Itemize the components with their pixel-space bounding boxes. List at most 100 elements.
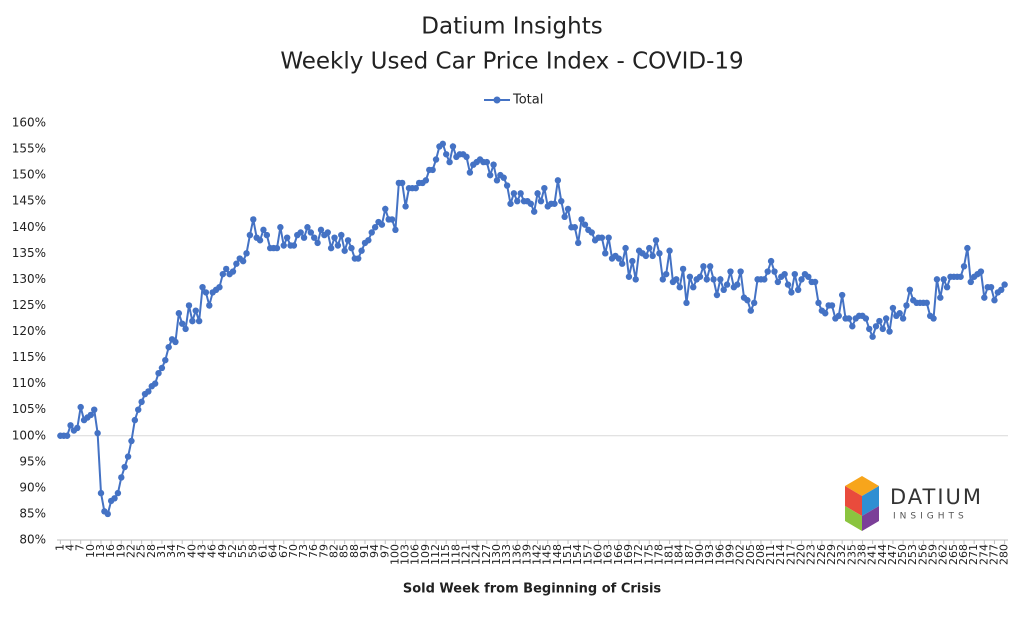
y-tick-label: 125%	[12, 298, 46, 312]
point	[696, 273, 704, 280]
point	[879, 325, 886, 333]
x-tick-label: 220	[795, 544, 808, 565]
point	[933, 276, 941, 283]
point	[124, 453, 132, 460]
point	[246, 231, 254, 239]
x-tick-label: 163	[602, 544, 615, 565]
point	[723, 281, 731, 288]
point	[727, 268, 734, 275]
x-tick-label: 244	[876, 544, 889, 565]
y-tick-label: 130%	[12, 272, 46, 286]
point	[558, 197, 565, 205]
logo-name: DATIUM	[890, 485, 983, 509]
point	[656, 250, 663, 257]
point	[849, 323, 856, 330]
y-tick-label: 100%	[12, 428, 46, 442]
point	[598, 234, 606, 241]
point	[74, 424, 81, 432]
logo-cube	[845, 506, 862, 531]
x-tick-label: 160	[591, 544, 604, 565]
point	[683, 299, 690, 307]
point	[182, 325, 189, 333]
point	[581, 221, 589, 228]
point	[371, 224, 379, 231]
chart-subtitle: Weekly Used Car Price Index - COVID-19	[280, 49, 743, 75]
point	[981, 294, 988, 301]
x-tick-label: 40	[185, 544, 198, 558]
point	[114, 489, 122, 497]
x-tick-label: 61	[256, 544, 269, 558]
point	[940, 276, 947, 283]
x-tick-label: 202	[734, 544, 747, 565]
point	[348, 244, 355, 252]
point	[987, 283, 995, 291]
point	[794, 286, 802, 293]
point	[135, 406, 142, 413]
point	[216, 283, 223, 291]
legend-label: Total	[512, 93, 543, 108]
point	[239, 257, 247, 265]
point	[311, 234, 318, 241]
point	[192, 307, 199, 314]
point	[977, 268, 985, 275]
point	[256, 237, 264, 244]
point	[872, 323, 880, 330]
point	[297, 229, 304, 236]
point	[798, 276, 805, 283]
point	[77, 403, 84, 411]
point	[781, 270, 788, 278]
x-tick-label: 217	[784, 544, 797, 565]
point	[764, 268, 771, 275]
point	[791, 270, 798, 278]
point	[63, 432, 71, 439]
x-tick-label: 262	[937, 544, 950, 565]
x-tick-label: 181	[663, 544, 676, 565]
y-tick-label: 120%	[12, 324, 46, 338]
x-tick-label: 259	[927, 544, 940, 565]
logo-cube	[862, 506, 879, 531]
point	[344, 237, 352, 244]
point	[774, 278, 782, 286]
point	[845, 315, 853, 322]
point	[835, 312, 842, 320]
point	[314, 239, 321, 247]
point	[97, 489, 105, 497]
y-tick-label: 140%	[12, 220, 46, 234]
point	[625, 273, 633, 280]
point	[463, 153, 470, 161]
x-tick-label: 7	[74, 544, 87, 551]
point	[121, 463, 128, 471]
point	[886, 328, 893, 335]
point	[822, 310, 829, 317]
x-tick-label: 10	[84, 544, 97, 558]
point	[202, 289, 210, 296]
point	[906, 286, 914, 293]
point	[422, 177, 430, 184]
point	[862, 315, 870, 322]
point	[899, 315, 907, 322]
point	[889, 304, 897, 312]
y-tick-label: 85%	[19, 506, 46, 520]
point	[943, 283, 951, 291]
point	[304, 224, 311, 231]
point	[365, 237, 372, 244]
x-axis-label: Sold Week from Beginning of Crisis	[403, 582, 662, 597]
point	[700, 263, 707, 270]
x-tick-label: 148	[551, 544, 564, 565]
x-tick-label: 19	[114, 544, 127, 558]
x-tick-label: 142	[531, 544, 544, 565]
y-tick-label: 105%	[12, 402, 46, 416]
y-tick-label: 110%	[12, 376, 46, 390]
y-tick-label: 160%	[12, 116, 46, 130]
point	[629, 257, 636, 265]
point	[811, 278, 819, 286]
point	[189, 317, 196, 325]
point	[574, 239, 582, 247]
x-tick-label: 22	[124, 544, 137, 558]
point	[991, 297, 998, 304]
point	[690, 283, 697, 291]
x-tick-label: 52	[226, 544, 239, 558]
x-tick-label: 124	[470, 544, 483, 565]
x-tick-label: 253	[906, 544, 919, 565]
point	[703, 276, 710, 283]
